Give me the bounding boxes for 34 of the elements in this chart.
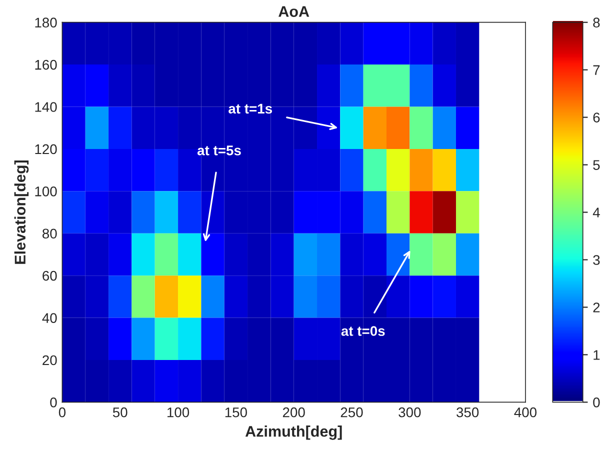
y-tick-label: 140 — [35, 102, 57, 112]
x-tick-label: 50 — [112, 407, 128, 418]
x-tick-label: 150 — [225, 407, 247, 418]
color-bar-label: 2 — [593, 302, 600, 312]
chart-title: AoA — [278, 6, 310, 17]
y-tick-label: 20 — [42, 355, 57, 366]
x-tick-label: 200 — [282, 407, 305, 418]
y-tick-label: 100 — [35, 186, 57, 196]
annotation: at t=5s — [197, 146, 241, 156]
x-tick-label: 0 — [58, 407, 66, 418]
color-bar-label: 7 — [593, 65, 600, 75]
y-tick-label: 80 — [42, 228, 57, 239]
y-axis-title: Elevation[deg] — [14, 160, 29, 264]
x-tick-label: 350 — [456, 407, 479, 418]
y-tick-label: 160 — [35, 60, 57, 70]
x-tick-label: 100 — [168, 407, 190, 418]
y-tick-label: 0 — [50, 398, 57, 408]
x-tick-label: 250 — [340, 407, 363, 418]
color-bar-label: 3 — [593, 255, 600, 265]
color-bar-label: 5 — [593, 160, 600, 170]
color-bar-label: 0 — [593, 398, 600, 408]
x-tick-label: 300 — [398, 407, 421, 418]
x-tick-label: 400 — [514, 407, 537, 418]
y-tick-label: 120 — [35, 144, 57, 154]
color-bar-label: 8 — [593, 18, 600, 28]
color-bar-label: 4 — [592, 208, 600, 218]
x-axis-title: Azimuth[deg] — [245, 426, 342, 440]
annotation: at t=0s — [341, 326, 385, 336]
y-tick-label: 40 — [42, 313, 57, 323]
annotation: at t=1s — [228, 104, 272, 114]
y-tick-label: 60 — [42, 270, 57, 281]
color-bar-label: 6 — [593, 112, 600, 122]
y-tick-label: 180 — [35, 18, 57, 28]
color-bar-label: 1 — [594, 350, 600, 360]
